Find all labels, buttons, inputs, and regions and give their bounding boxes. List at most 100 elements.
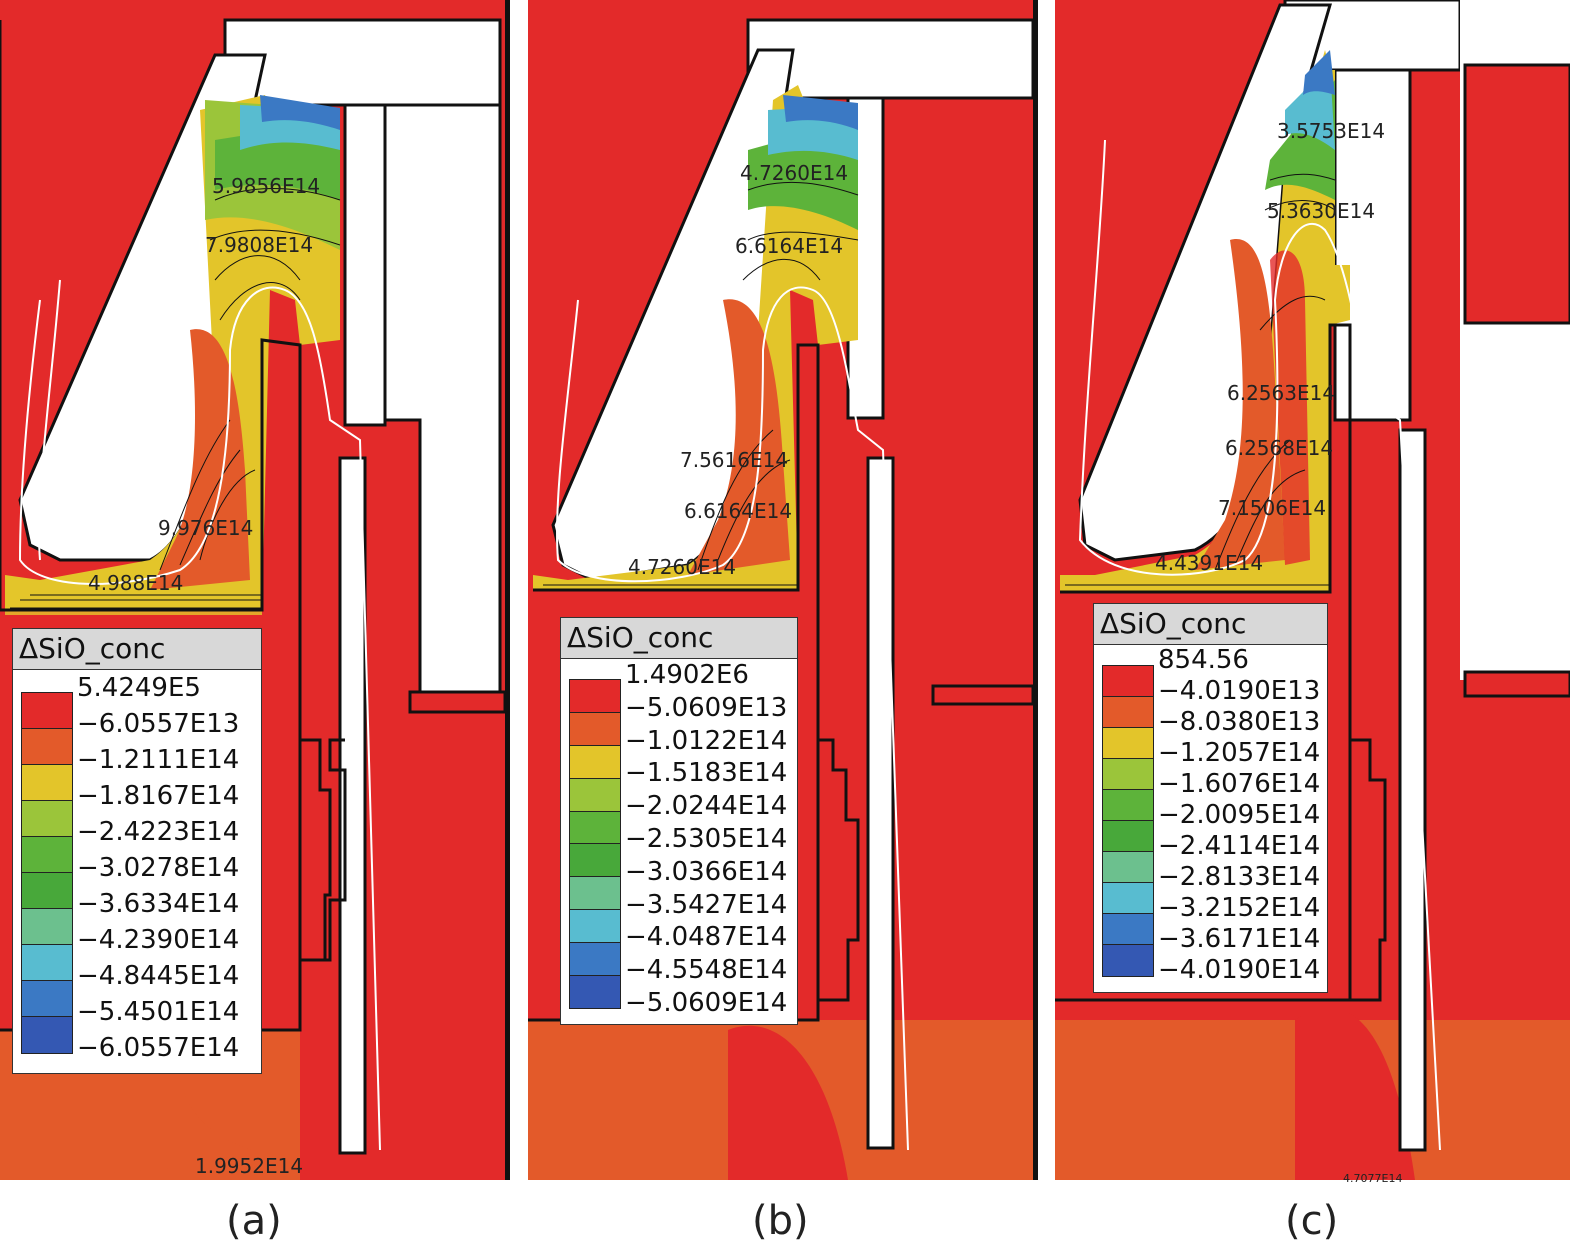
panel-c-legend-level: −8.0380E13 — [1158, 707, 1321, 737]
panel-c-chamber — [1060, 50, 1441, 1151]
panel-b-legend-level: −2.5305E14 — [625, 823, 788, 854]
panel-a-contour-label-3: 9.976E14 — [158, 516, 253, 540]
panel-a-legend-swatch — [22, 837, 72, 873]
panel-b-legend-swatch — [570, 942, 620, 976]
panel-c-legend-swatch — [1103, 696, 1153, 728]
panel-a-legend-swatch — [22, 1017, 72, 1053]
panel-c-legend-level: −3.6171E14 — [1158, 924, 1321, 954]
panel-c-legend-swatch — [1103, 758, 1153, 790]
panel-a-chamber — [5, 95, 381, 1151]
panel-a-legend-level: 5.4249E5 — [77, 673, 201, 703]
panel-b-legend-level: −5.0609E14 — [625, 987, 788, 1018]
panel-b-legend-level: −4.0487E14 — [625, 922, 788, 953]
panel-a-caption: (a) — [226, 1198, 282, 1244]
panel-c-contour-label-7: 4.7077E14 — [1343, 1172, 1402, 1185]
panel-c-legend-swatch — [1103, 665, 1153, 697]
panel-b-legend-level: −2.0244E14 — [625, 791, 788, 822]
panel-a-contour-label-4: 4.988E14 — [88, 571, 183, 595]
panel-a-legend-swatch — [22, 693, 72, 729]
panel-a-legend-level: −4.2390E14 — [77, 925, 240, 955]
panel-a-legend-levels: 5.4249E5 −6.0557E13 −1.2111E14 −1.8167E14 −2… — [77, 670, 239, 1066]
panel-c-caption: (c) — [1285, 1198, 1339, 1244]
panel-b-legend-swatch — [570, 877, 620, 910]
panel-c-legend-swatch — [1103, 851, 1153, 883]
panel-b-contour-label-5: 4.7260E14 — [628, 555, 736, 579]
panel-a-legend-level: −2.4223E14 — [77, 817, 240, 847]
panel-a-legend-level: −3.0278E14 — [77, 853, 240, 883]
panel-c-legend-swatch — [1103, 882, 1153, 914]
panel-c-contour-label-4: 6.2568E14 — [1225, 436, 1333, 460]
panel-b-chamber — [533, 85, 909, 1151]
panel-a-color-scale — [21, 692, 73, 1054]
panel-b-legend-level: −5.0609E13 — [625, 692, 788, 723]
panel-c-legend-title: ΔSiO_conc — [1094, 604, 1327, 645]
panel-c-plot: 3.5753E14 5.3630E14 6.2563E14 6.2568E14 … — [1055, 0, 1570, 1185]
panel-c-legend-level: 854.56 — [1158, 645, 1249, 675]
panel-a-legend-level: −1.2111E14 — [77, 745, 240, 775]
panel-c-legend-level: −3.2152E14 — [1158, 893, 1321, 923]
panel-c-legend-level: −4.0190E14 — [1158, 955, 1321, 985]
panel-c-contour-label-2: 5.3630E14 — [1267, 199, 1375, 223]
panel-b-caption: (b) — [752, 1198, 809, 1244]
panel-a-legend-swatch — [22, 765, 72, 801]
panel-a-legend-swatch — [22, 801, 72, 837]
panel-c-legend-level: −2.0095E14 — [1158, 800, 1321, 830]
panel-c-legend-swatch — [1103, 913, 1153, 945]
panel-c-legend-level: −1.6076E14 — [1158, 769, 1321, 799]
panel-c-legend-swatch — [1103, 944, 1153, 976]
panel-b-legend-swatch — [570, 844, 620, 878]
panel-c-contour-label-1: 3.5753E14 — [1277, 119, 1385, 143]
panel-a-legend: ΔSiO_conc 5.4249E5 −6.0557E13 −1.2111E14 −1… — [12, 628, 262, 1074]
panel-c-legend-swatch — [1103, 727, 1153, 759]
panel-a-legend-level: −6.0557E14 — [77, 1033, 240, 1063]
panel-b: 4.7260E14 6.6164E14 7.5616E14 6.6164E14 … — [528, 0, 1038, 1260]
panel-b-color-scale — [569, 679, 621, 1010]
panel-b-legend-title: ΔSiO_conc — [561, 618, 797, 659]
panel-a-legend-level: −3.6334E14 — [77, 889, 240, 919]
panel-c-legend-swatch — [1103, 789, 1153, 821]
panel-a-legend-level: −4.8445E14 — [77, 961, 240, 991]
panel-c-legend-level: −1.2057E14 — [1158, 738, 1321, 768]
panel-c-legend-levels: 854.56 −4.0190E13 −8.0380E13 −1.2057E14 −1.6… — [1158, 645, 1320, 986]
panel-c: 3.5753E14 5.3630E14 6.2563E14 6.2568E14 … — [1055, 0, 1570, 1260]
panel-a-legend-swatch — [22, 909, 72, 945]
panel-b-legend-level: −3.0366E14 — [625, 856, 788, 887]
panel-b-legend-swatch — [570, 778, 620, 812]
panel-b-contour-label-2: 6.6164E14 — [735, 234, 843, 258]
panel-b-legend-level: −1.5183E14 — [625, 758, 788, 789]
panel-a-contour-label-5: 1.9952E14 — [195, 1154, 303, 1178]
panel-b-legend-levels: 1.4902E6 −5.0609E13 −1.0122E14 −1.5183E14 −2… — [625, 659, 787, 1020]
panel-b-legend-swatch — [570, 811, 620, 845]
panel-a-legend-swatch — [22, 945, 72, 981]
panel-a-legend-level: −1.8167E14 — [77, 781, 240, 811]
panel-c-contour-label-6: 4.4391E14 — [1155, 551, 1263, 575]
panel-b-legend-level: −3.5427E14 — [625, 889, 788, 920]
panel-a-legend-swatch — [22, 873, 72, 909]
panel-c-legend-level: −2.4114E14 — [1158, 831, 1321, 861]
panel-c-legend-swatch — [1103, 820, 1153, 852]
panel-b-legend-swatch — [570, 713, 620, 746]
panel-c-legend: ΔSiO_conc 854.56 −4.0190E13 −8.0380E13 −1.2… — [1093, 603, 1328, 993]
panel-a-legend-swatch — [22, 729, 72, 765]
panel-c-contour-label-5: 7.1506E14 — [1218, 496, 1326, 520]
panel-a-legend-level: −6.0557E13 — [77, 709, 240, 739]
panel-b-legend-swatch — [570, 975, 620, 1009]
panel-b-legend-swatch — [570, 745, 620, 779]
panel-c-legend-level: −2.8133E14 — [1158, 862, 1321, 892]
panel-c-contour-label-3: 6.2563E14 — [1227, 381, 1335, 405]
panel-a-contour-label-2: 7.9808E14 — [205, 233, 313, 257]
panel-b-legend-swatch — [570, 909, 620, 943]
panel-b-legend: ΔSiO_conc 1.4902E6 −5.0609E13 −1.0122E14 −1… — [560, 617, 798, 1025]
panel-c-legend-level: −4.0190E13 — [1158, 676, 1321, 706]
panel-a-legend-level: −5.4501E14 — [77, 997, 240, 1027]
panel-a-legend-title: ΔSiO_conc — [13, 629, 261, 670]
panel-b-legend-level: 1.4902E6 — [625, 660, 749, 690]
panel-b-legend-level: −1.0122E14 — [625, 725, 788, 756]
panel-b-contour-label-1: 4.7260E14 — [740, 161, 848, 185]
panel-b-legend-swatch — [570, 680, 620, 714]
panel-c-color-scale — [1102, 664, 1154, 977]
panel-a-legend-swatch — [22, 981, 72, 1017]
panel-b-contour-label-3: 7.5616E14 — [680, 448, 788, 472]
panel-a-contour-label-1: 5.9856E14 — [212, 174, 320, 198]
panel-a: 5.9856E14 7.9808E14 9.976E14 4.988E14 1.… — [0, 0, 510, 1260]
